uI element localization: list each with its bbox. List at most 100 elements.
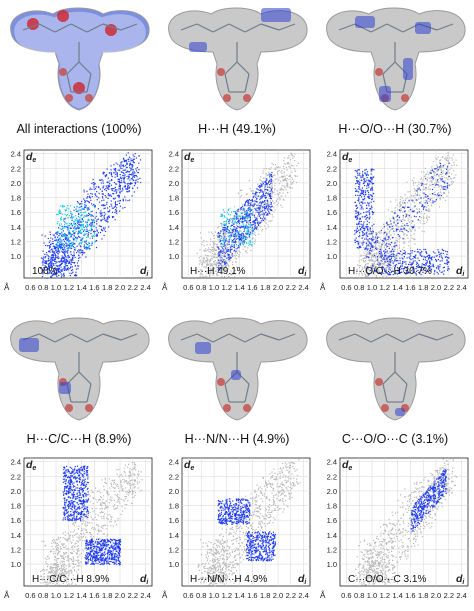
scatter-point: [131, 166, 132, 167]
scatter-point: [397, 260, 398, 261]
scatter-point: [230, 218, 231, 219]
scatter-point: [139, 155, 140, 156]
scatter-point: [442, 156, 443, 157]
scatter-point: [118, 169, 119, 170]
scatter-point: [71, 220, 72, 221]
scatter-point: [377, 240, 378, 241]
scatter-point: [429, 257, 430, 258]
scatter-point: [383, 224, 384, 225]
scatter-point: [260, 211, 261, 212]
scatter-point: [242, 238, 243, 239]
scatter-point: [425, 194, 426, 195]
scatter-point: [247, 209, 248, 210]
scatter-point: [91, 203, 92, 204]
scatter-point: [123, 181, 124, 182]
scatter-point: [287, 178, 288, 179]
scatter-point: [140, 182, 141, 183]
scatter-point: [435, 172, 436, 173]
scatter-point: [388, 264, 389, 265]
scatter-point: [241, 207, 242, 208]
scatter-point: [283, 185, 284, 186]
scatter-point: [375, 241, 376, 242]
scatter-point: [248, 207, 249, 208]
scatter-point: [271, 210, 272, 211]
scatter-point: [377, 238, 378, 239]
scatter-point: [434, 168, 435, 169]
scatter-point: [368, 187, 369, 188]
scatter-point: [68, 269, 69, 270]
scatter-point: [108, 185, 109, 186]
scatter-point: [425, 251, 426, 252]
scatter-point: [50, 261, 51, 262]
scatter-point: [103, 173, 104, 174]
scatter-point: [263, 206, 264, 207]
scatter-point: [423, 179, 424, 180]
scatter-point: [438, 269, 439, 270]
scatter-point: [371, 257, 372, 258]
scatter-point: [239, 236, 240, 237]
scatter-point: [254, 217, 255, 218]
scatter-point: [105, 214, 106, 215]
scatter-point: [224, 261, 225, 262]
scatter-point: [256, 209, 257, 210]
scatter-point: [399, 209, 400, 210]
scatter-point: [267, 214, 268, 215]
scatter-point: [243, 231, 244, 232]
scatter-point: [210, 249, 211, 250]
scatter-point: [119, 188, 120, 189]
scatter-point: [48, 238, 49, 239]
scatter-point: [404, 238, 405, 239]
scatter-point: [87, 194, 88, 195]
scatter-point: [274, 185, 275, 186]
scatter-point: [112, 212, 113, 213]
surface-contact-patch: [415, 22, 431, 34]
scatter-point: [358, 183, 359, 184]
scatter-point: [453, 155, 454, 156]
scatter-point: [102, 219, 103, 220]
scatter-point: [281, 196, 282, 197]
scatter-point: [269, 206, 270, 207]
scatter-point: [261, 197, 262, 198]
scatter-point: [82, 250, 83, 251]
scatter-point: [406, 223, 407, 224]
scatter-point: [369, 243, 370, 244]
scatter-point: [108, 226, 109, 227]
scatter-point: [248, 213, 249, 214]
scatter-point: [57, 214, 58, 215]
scatter-point: [210, 252, 211, 253]
scatter-point: [269, 180, 270, 181]
scatter-point: [84, 207, 85, 208]
scatter-point: [45, 257, 46, 258]
scatter-point: [228, 257, 229, 258]
scatter-point: [104, 212, 105, 213]
scatter-point: [441, 255, 442, 256]
scatter-point: [104, 229, 105, 230]
scatter-point: [50, 251, 51, 252]
scatter-point: [48, 263, 49, 264]
scatter-point: [266, 214, 267, 215]
scatter-point: [371, 244, 372, 245]
scatter-point: [401, 226, 402, 227]
scatter-point: [376, 252, 377, 253]
scatter-point: [118, 189, 119, 190]
scatter-point: [363, 230, 364, 231]
scatter-point: [261, 202, 262, 203]
scatter-point: [404, 202, 405, 203]
scatter-point: [213, 238, 214, 239]
scatter-point: [402, 203, 403, 204]
scatter-point: [70, 236, 71, 237]
scatter-point: [81, 201, 82, 202]
scatter-point: [430, 173, 431, 174]
scatter-point: [259, 185, 260, 186]
scatter-point: [436, 164, 437, 165]
scatter-point: [409, 228, 410, 229]
scatter-point: [414, 233, 415, 234]
scatter-point: [273, 206, 274, 207]
scatter-point: [77, 238, 78, 239]
scatter-point: [386, 247, 387, 248]
scatter-point: [94, 232, 95, 233]
scatter-point: [259, 199, 260, 200]
scatter-point: [264, 214, 265, 215]
scatter-point: [382, 254, 383, 255]
scatter-point: [451, 157, 452, 158]
